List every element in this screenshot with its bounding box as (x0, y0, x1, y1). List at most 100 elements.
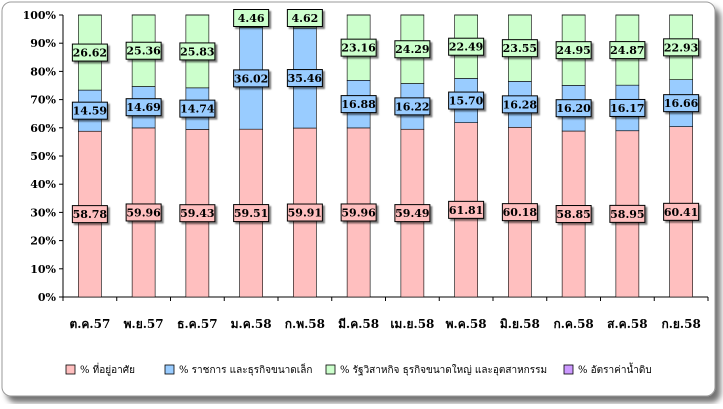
data-label: 60.18 (502, 204, 537, 221)
data-label: 59.91 (287, 204, 322, 221)
data-label-text: 15.70 (449, 95, 484, 108)
data-label-text: 16.20 (556, 102, 591, 115)
data-label-text: 59.49 (395, 207, 429, 220)
data-label: 25.36 (126, 42, 161, 59)
data-label: 14.74 (180, 100, 215, 117)
data-label: 36.02 (234, 70, 269, 87)
data-label-text: 60.18 (503, 206, 538, 219)
data-label: 59.96 (126, 204, 161, 221)
y-tick-label: 70% (30, 94, 56, 107)
data-label-text: 36.02 (234, 72, 268, 85)
data-label-text: 16.28 (503, 98, 538, 111)
data-label-text: 4.62 (291, 12, 318, 25)
legend-label: % ที่อยู่อาศัย (80, 362, 135, 376)
data-label: 58.95 (610, 205, 645, 222)
data-label-text: 22.93 (664, 41, 698, 54)
data-label-text: 59.43 (180, 207, 214, 220)
data-label-text: 25.36 (126, 45, 161, 58)
legend-label: % อัตราค่าน้ำดิบ (578, 362, 652, 376)
data-label-text: 24.87 (610, 44, 644, 57)
x-tick-label: เม.ย.58 (390, 317, 434, 331)
data-label-text: 23.55 (503, 42, 537, 55)
legend-item: % อัตราค่าน้ำดิบ (564, 362, 652, 376)
x-tick-label: มิ.ย.58 (500, 317, 540, 331)
data-label: 14.69 (126, 99, 161, 116)
data-label-text: 61.81 (449, 204, 483, 217)
data-label-text: 60.41 (664, 206, 698, 219)
data-label: 58.78 (72, 206, 107, 223)
y-tick-label: 100% (23, 9, 57, 22)
data-label-text: 14.74 (180, 103, 215, 116)
data-label-text: 26.62 (73, 47, 107, 60)
data-label-text: 58.78 (73, 208, 108, 221)
legend-swatch (165, 365, 174, 374)
x-tick-label: พ.ย.57 (124, 317, 164, 331)
legend-swatch (326, 365, 335, 374)
x-tick-label: มี.ค.58 (338, 317, 379, 331)
data-label: 59.96 (341, 204, 376, 221)
legend-item: % ราชการ และธุรกิจขนาดเล็ก (165, 362, 312, 376)
data-label: 16.66 (664, 95, 699, 112)
data-label: 35.46 (287, 70, 322, 87)
data-label: 59.49 (395, 205, 430, 222)
data-label: 16.20 (556, 100, 591, 117)
data-label: 14.59 (72, 102, 107, 119)
data-label-text: 16.88 (341, 98, 376, 111)
data-label: 22.93 (664, 39, 699, 56)
data-label: 58.85 (556, 206, 591, 223)
data-label: 23.16 (341, 39, 376, 56)
y-tick-label: 60% (30, 122, 56, 135)
data-label-text: 25.83 (180, 45, 214, 58)
data-label-text: 58.85 (556, 208, 590, 221)
y-tick-label: 80% (30, 65, 56, 78)
data-label: 16.88 (341, 96, 376, 113)
data-label: 24.29 (395, 41, 430, 58)
y-tick-label: 10% (30, 263, 56, 276)
data-label: 4.46 (234, 10, 269, 27)
data-label-text: 22.49 (449, 41, 483, 54)
y-tick-label: 30% (30, 206, 56, 219)
data-label-text: 59.96 (126, 206, 161, 219)
data-label-text: 59.51 (234, 207, 268, 220)
data-label: 4.62 (287, 10, 322, 27)
data-label-text: 59.91 (288, 207, 322, 220)
x-tick-label: ต.ค.57 (69, 317, 110, 331)
legend-label: % รัฐวิสาหกิจ ธุรกิจขนาดใหญ่ และอุตสาหกร… (340, 364, 547, 376)
legend-item: % รัฐวิสาหกิจ ธุรกิจขนาดใหญ่ และอุตสาหกร… (326, 364, 547, 376)
x-tick-label: ก.พ.58 (285, 317, 325, 331)
data-label-text: 58.95 (610, 208, 644, 221)
y-tick-label: 20% (30, 235, 56, 248)
data-label: 16.22 (395, 98, 430, 115)
data-label: 16.17 (610, 99, 645, 116)
x-tick-label: ธ.ค.57 (177, 317, 217, 331)
x-tick-label: ก.ย.58 (661, 317, 700, 331)
data-label: 16.28 (502, 96, 537, 113)
x-tick-label: ก.ค.58 (553, 317, 593, 331)
data-label-text: 4.46 (238, 12, 265, 25)
y-tick-label: 0% (38, 291, 57, 304)
data-label: 26.62 (72, 44, 107, 61)
data-label-text: 16.22 (395, 100, 429, 113)
data-label: 59.51 (234, 205, 269, 222)
data-label-text: 14.59 (73, 105, 107, 118)
y-tick-label: 90% (30, 37, 56, 50)
data-label-text: 16.66 (664, 97, 699, 110)
legend-label: % ราชการ และธุรกิจขนาดเล็ก (179, 362, 312, 376)
x-tick-label: พ.ค.58 (446, 317, 487, 331)
data-label: 23.55 (502, 40, 537, 57)
data-label-text: 14.69 (126, 101, 160, 114)
x-tick-label: ม.ค.58 (231, 317, 272, 331)
data-label: 24.87 (610, 42, 645, 59)
data-label-text: 59.96 (341, 206, 376, 219)
data-label-text: 23.16 (341, 42, 376, 55)
legend-swatch (564, 365, 573, 374)
y-tick-label: 50% (30, 150, 56, 163)
data-label-text: 24.29 (395, 43, 429, 56)
data-label: 61.81 (449, 201, 484, 218)
legend-swatch (66, 365, 75, 374)
y-tick-label: 40% (30, 178, 56, 191)
data-label: 24.95 (556, 42, 591, 59)
data-label: 22.49 (449, 38, 484, 55)
